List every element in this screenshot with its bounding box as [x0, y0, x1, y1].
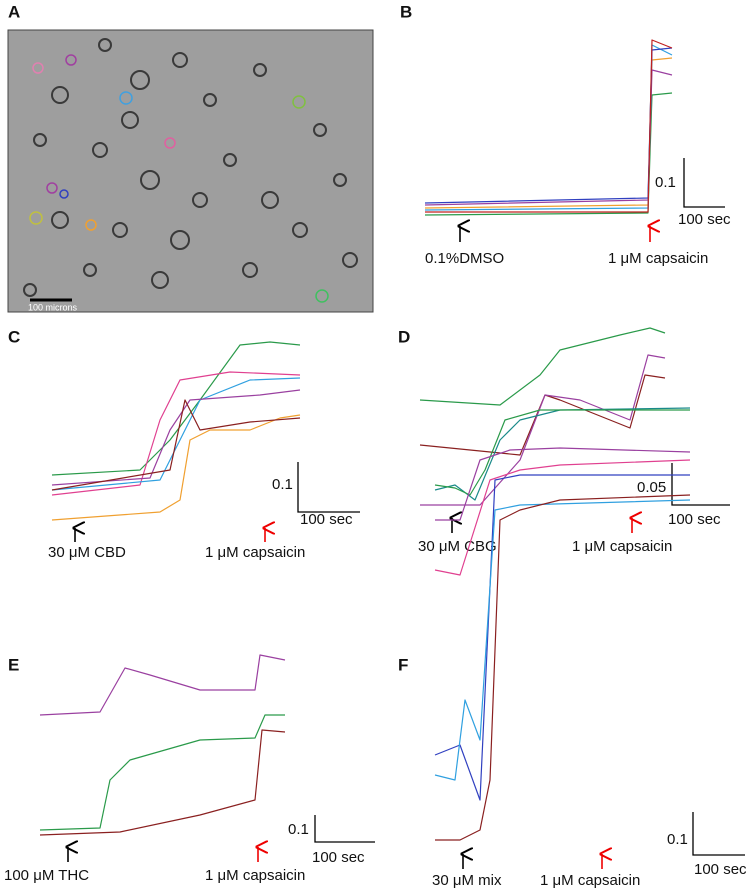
capsaicin-label: 1 μM capsaicin: [205, 867, 305, 884]
treatment-label: 100 μM THC: [4, 867, 89, 884]
scale-bar: [683, 158, 725, 208]
traces: [51, 341, 301, 521]
traces: [419, 327, 666, 506]
scale-label: 100 microns: [28, 302, 78, 312]
panel-label: C: [8, 327, 20, 346]
panel-label: D: [398, 327, 410, 346]
traces: [434, 407, 691, 841]
panel-label: F: [398, 655, 408, 674]
scale-bar: [671, 463, 730, 506]
treatment-label: 30 μM CBG: [418, 538, 497, 555]
traces: [424, 39, 673, 216]
capsaicin-label: 1 μM capsaicin: [205, 544, 305, 561]
scale-y-label: 0.1: [272, 476, 293, 493]
scale-x-label: 100 sec: [312, 849, 365, 866]
micrograph: [7, 29, 374, 313]
scale-bar: [297, 462, 360, 513]
panel-label: E: [8, 655, 19, 674]
capsaicin-label: 1 μM capsaicin: [572, 538, 672, 555]
treatment-label: 0.1%DMSO: [425, 250, 504, 267]
scale-x-label: 100 sec: [694, 861, 747, 878]
scale-x-label: 100 sec: [300, 511, 353, 528]
panel-label: B: [400, 2, 412, 21]
scale-y-label: 0.1: [288, 821, 309, 838]
scale-y-label: 0.1: [655, 174, 676, 191]
capsaicin-label: 1 μM capsaicin: [540, 872, 640, 889]
scale-bar: [314, 815, 375, 843]
scale-y-label: 0.05: [637, 479, 666, 496]
scale-bar: [692, 812, 745, 856]
treatment-label: 30 μM mix: [432, 872, 502, 889]
panel-label: A: [8, 2, 20, 21]
scale-x-label: 100 sec: [668, 511, 721, 528]
capsaicin-label: 1 μM capsaicin: [608, 250, 708, 267]
scale-x-label: 100 sec: [678, 211, 731, 228]
traces: [39, 654, 286, 836]
treatment-label: 30 μM CBD: [48, 544, 126, 561]
scale-y-label: 0.1: [667, 831, 688, 848]
